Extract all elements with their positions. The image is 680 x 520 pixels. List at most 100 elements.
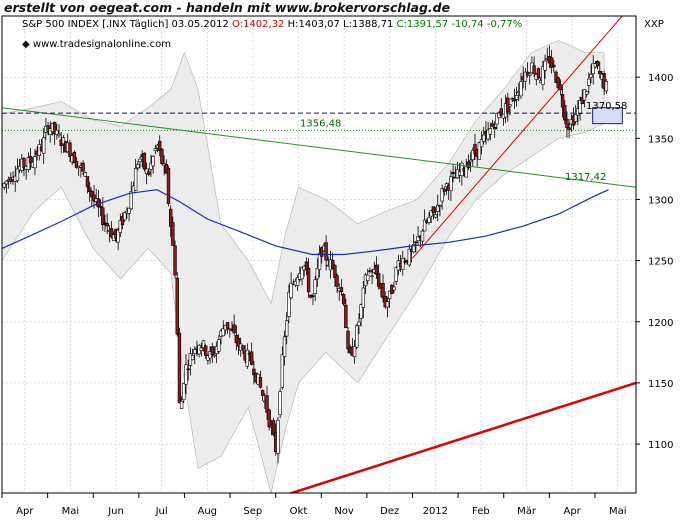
candle-body: [61, 137, 66, 145]
candle-body: [313, 279, 317, 294]
candle-body: [122, 212, 127, 221]
y-tick-label: 1250: [648, 257, 673, 268]
candle-body: [392, 286, 396, 291]
box-1370: [592, 107, 623, 125]
level-label-1356: 1356,48: [300, 118, 341, 129]
candle-body: [584, 90, 589, 95]
level-label-1370: 1370,58: [586, 101, 627, 112]
candle-body: [466, 161, 471, 169]
candle-body: [212, 354, 217, 357]
candle-body: [221, 328, 225, 337]
candle-body: [260, 390, 265, 396]
candle-body: [495, 113, 499, 125]
x-tick-label: Jul: [155, 506, 168, 517]
candle-body: [330, 259, 335, 269]
candle-body: [344, 304, 348, 329]
candle-body: [598, 70, 602, 74]
x-tick-label: Dez: [380, 506, 399, 517]
candle-body: [72, 151, 77, 164]
axes: 1100 1150 1200 1250 1300 1350 1400 Apr Mai Jun Jul…: [1, 15, 673, 517]
x-tick-label: Sep: [243, 506, 262, 517]
candle-body: [525, 71, 530, 76]
instrument-name: S&P 500 INDEX [.INX Täglich]: [22, 19, 169, 30]
candle-body: [433, 214, 438, 218]
candle-body: [300, 267, 304, 280]
candle-body: [401, 257, 405, 270]
y-tick-label: 1200: [648, 318, 673, 329]
candle-body: [464, 166, 468, 178]
watermark-text: www.tradesignalonline.com: [32, 39, 171, 50]
x-tick-label: Mai: [62, 506, 80, 517]
candle-body: [604, 81, 609, 92]
candle-body: [602, 72, 606, 90]
candle-body: [352, 346, 357, 357]
candle-body: [315, 268, 320, 280]
price-levels: [2, 107, 636, 131]
candle-body: [98, 206, 103, 208]
candle-body: [278, 391, 282, 416]
candle-body: [2, 182, 6, 188]
candle-body: [186, 368, 190, 371]
candle-body: [46, 125, 50, 132]
candle-body: [105, 223, 109, 227]
candle-body: [210, 346, 214, 356]
candle-body: [175, 277, 179, 335]
candle-body: [81, 162, 85, 172]
candle-body: [204, 345, 208, 356]
candle-body: [532, 65, 536, 74]
candle-body: [574, 114, 578, 122]
candle-body: [90, 191, 94, 198]
candle-body: [479, 139, 484, 148]
candle-body: [287, 291, 291, 317]
trendline-lower-red: [287, 381, 636, 493]
candle-body: [519, 81, 523, 97]
candle-body: [341, 293, 346, 305]
candle-body: [225, 322, 230, 329]
low-value: L:1388,71: [343, 19, 394, 30]
candle-body: [171, 222, 175, 246]
candle-body: [407, 248, 412, 266]
candle-body: [346, 330, 350, 350]
candle-body: [508, 104, 512, 107]
candle-body: [523, 71, 528, 82]
banner-title: erstellt von oegeat.com - handeln mit ww…: [4, 0, 451, 15]
candle-body: [160, 148, 164, 164]
candle-body: [258, 377, 263, 388]
trendline-falling-green: [2, 107, 636, 188]
x-tick-label: Mär: [517, 506, 537, 517]
candle-body: [416, 236, 420, 241]
plot-frame: [1, 15, 637, 494]
candle-body: [473, 143, 477, 154]
candle-body: [138, 158, 142, 163]
candlesticks: [2, 45, 609, 464]
candle-body: [422, 219, 427, 232]
candle-body: [41, 137, 46, 154]
y-tick-label: 1100: [648, 440, 673, 451]
candle-body: [57, 133, 61, 136]
candle-body: [249, 351, 254, 365]
x-tick-label: Jun: [107, 506, 124, 517]
candle-body: [52, 122, 57, 135]
candle-body: [320, 247, 324, 257]
candle-body: [451, 172, 455, 175]
candle-body: [193, 349, 197, 355]
candle-body: [411, 243, 416, 253]
candle-body: [580, 97, 584, 105]
x-tick-label: Aug: [197, 506, 217, 517]
candle-body: [295, 277, 300, 286]
candle-body: [184, 364, 188, 385]
candle-body: [488, 128, 493, 135]
candle-body: [144, 168, 149, 174]
candle-body: [33, 156, 37, 169]
candle-body: [68, 142, 72, 157]
candle-body: [282, 336, 287, 357]
candle-body: [436, 204, 440, 212]
y-tick-label: 1300: [648, 195, 673, 206]
candle-body: [431, 206, 436, 214]
watermark: ◆ www.tradesignalonline.com: [22, 39, 171, 50]
y-tick-label: 1150: [648, 379, 673, 390]
candle-body: [151, 156, 155, 167]
candle-body: [232, 324, 236, 334]
candle-body: [267, 409, 271, 428]
candle-body: [543, 60, 547, 71]
